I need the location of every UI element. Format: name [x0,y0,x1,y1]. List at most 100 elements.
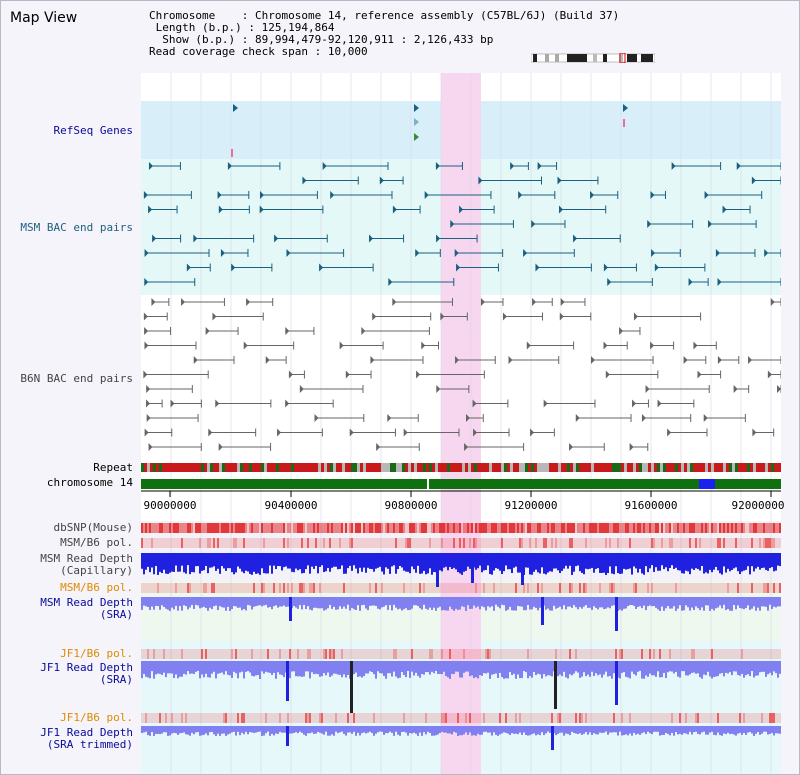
depth-bar [563,553,565,569]
heat-cell [203,523,205,533]
heat-cell [535,538,537,548]
repeat-segment [618,463,621,472]
track-label-refseq[interactable]: RefSeq Genes [53,124,133,137]
depth-bar [777,661,779,678]
heat-cell [233,649,235,659]
heat-cell [503,523,505,533]
depth-bar [269,553,271,566]
depth-bar [265,597,267,605]
track-label-msm-depth-cap-1[interactable]: MSM Read Depth [40,552,133,565]
selection-highlight[interactable] [441,73,481,774]
heat-cell [487,583,489,593]
depth-bar [141,726,143,734]
heat-cell [377,713,379,723]
depth-bar [485,597,487,611]
track-label-msm-b6-pol-2[interactable]: MSM/B6 pol. [60,581,133,594]
heat-cell [549,649,551,659]
depth-bar [433,597,435,608]
depth-bar [391,597,393,611]
heat-cell [729,583,731,593]
track-label-dbsnp[interactable]: dbSNP(Mouse) [53,521,133,534]
heat-cell [451,649,453,659]
depth-bar [213,661,215,672]
track-label-jf1-b6-pol-2[interactable]: JF1/B6 pol. [60,711,133,724]
track-label-repeat[interactable]: Repeat [93,461,133,474]
depth-bar [629,726,631,734]
repeat-segment [711,463,714,472]
heat-cell [469,649,471,659]
track-label-jf1-depth-sra-1[interactable]: JF1 Read Depth [40,661,133,674]
depth-bar [423,597,425,605]
track-label-msm-b6-pol-1[interactable]: MSM/B6 pol. [60,536,133,549]
heat-cell [347,583,349,593]
heat-cell [517,523,519,533]
heat-cell [141,713,143,723]
heat-cell [663,538,665,548]
msm-bac-pair [148,162,153,170]
track-label-msm-bac[interactable]: MSM BAC end pairs [20,221,133,234]
heat-cell [621,538,623,548]
heat-cell [479,713,481,723]
depth-bar [207,597,209,611]
depth-bar [719,553,721,574]
depth-bar [205,597,207,609]
heat-cell [749,523,751,533]
heat-cell [313,583,315,593]
depth-bar [173,553,175,572]
depth-bar [635,726,637,735]
depth-bar [511,597,513,611]
heat-cell [291,649,293,659]
heat-cell [727,583,729,593]
heat-cell [449,583,451,593]
depth-bar [459,553,461,574]
heat-cell [347,713,349,723]
heat-cell [317,583,319,593]
heat-cell [707,538,709,548]
track-label-msm-depth-sra-1[interactable]: MSM Read Depth [40,596,133,609]
heat-cell [363,523,365,533]
track-label-jf1-b6-pol-1[interactable]: JF1/B6 pol. [60,647,133,660]
depth-bar [531,553,533,575]
repeat-segment [666,463,669,472]
heat-cell [651,713,653,723]
heat-cell [563,649,565,659]
heat-cell [187,523,189,533]
heat-cell [287,583,289,593]
track-canvas[interactable] [141,73,781,775]
track-label-chromosome[interactable]: chromosome 14 [46,476,133,489]
depth-bar [335,661,337,674]
heat-cell [471,523,473,533]
heat-cell [243,713,245,723]
depth-bar [327,661,329,673]
heat-cell [307,649,309,659]
depth-bar [161,661,163,675]
heat-cell [363,713,365,723]
heat-cell [317,538,319,548]
depth-bar [685,726,687,734]
depth-bar [691,726,693,735]
heat-cell [145,538,147,548]
heat-cell [685,649,687,659]
heat-cell [341,649,343,659]
depth-bar [717,726,719,733]
depth-bar [583,726,585,734]
heat-cell [633,523,635,533]
depth-bar [679,726,681,734]
heat-cell [711,523,713,533]
heat-cell [253,713,255,723]
b6n-bac-pair [143,312,148,321]
depth-bar [477,553,479,569]
heat-cell [703,649,705,659]
heat-cell [499,523,501,533]
depth-bar [731,726,733,734]
depth-spike [289,597,292,621]
heat-cell [451,538,453,548]
heat-cell [745,538,747,548]
depth-bar [625,726,627,735]
depth-bar [227,726,229,735]
track-label-jf1-depth-trim-1[interactable]: JF1 Read Depth [40,726,133,739]
track-label-b6n-bac[interactable]: B6N BAC end pairs [20,372,133,385]
heat-cell [149,538,151,548]
heat-cell [353,538,355,548]
chromosome-ideogram[interactable] [531,53,655,63]
